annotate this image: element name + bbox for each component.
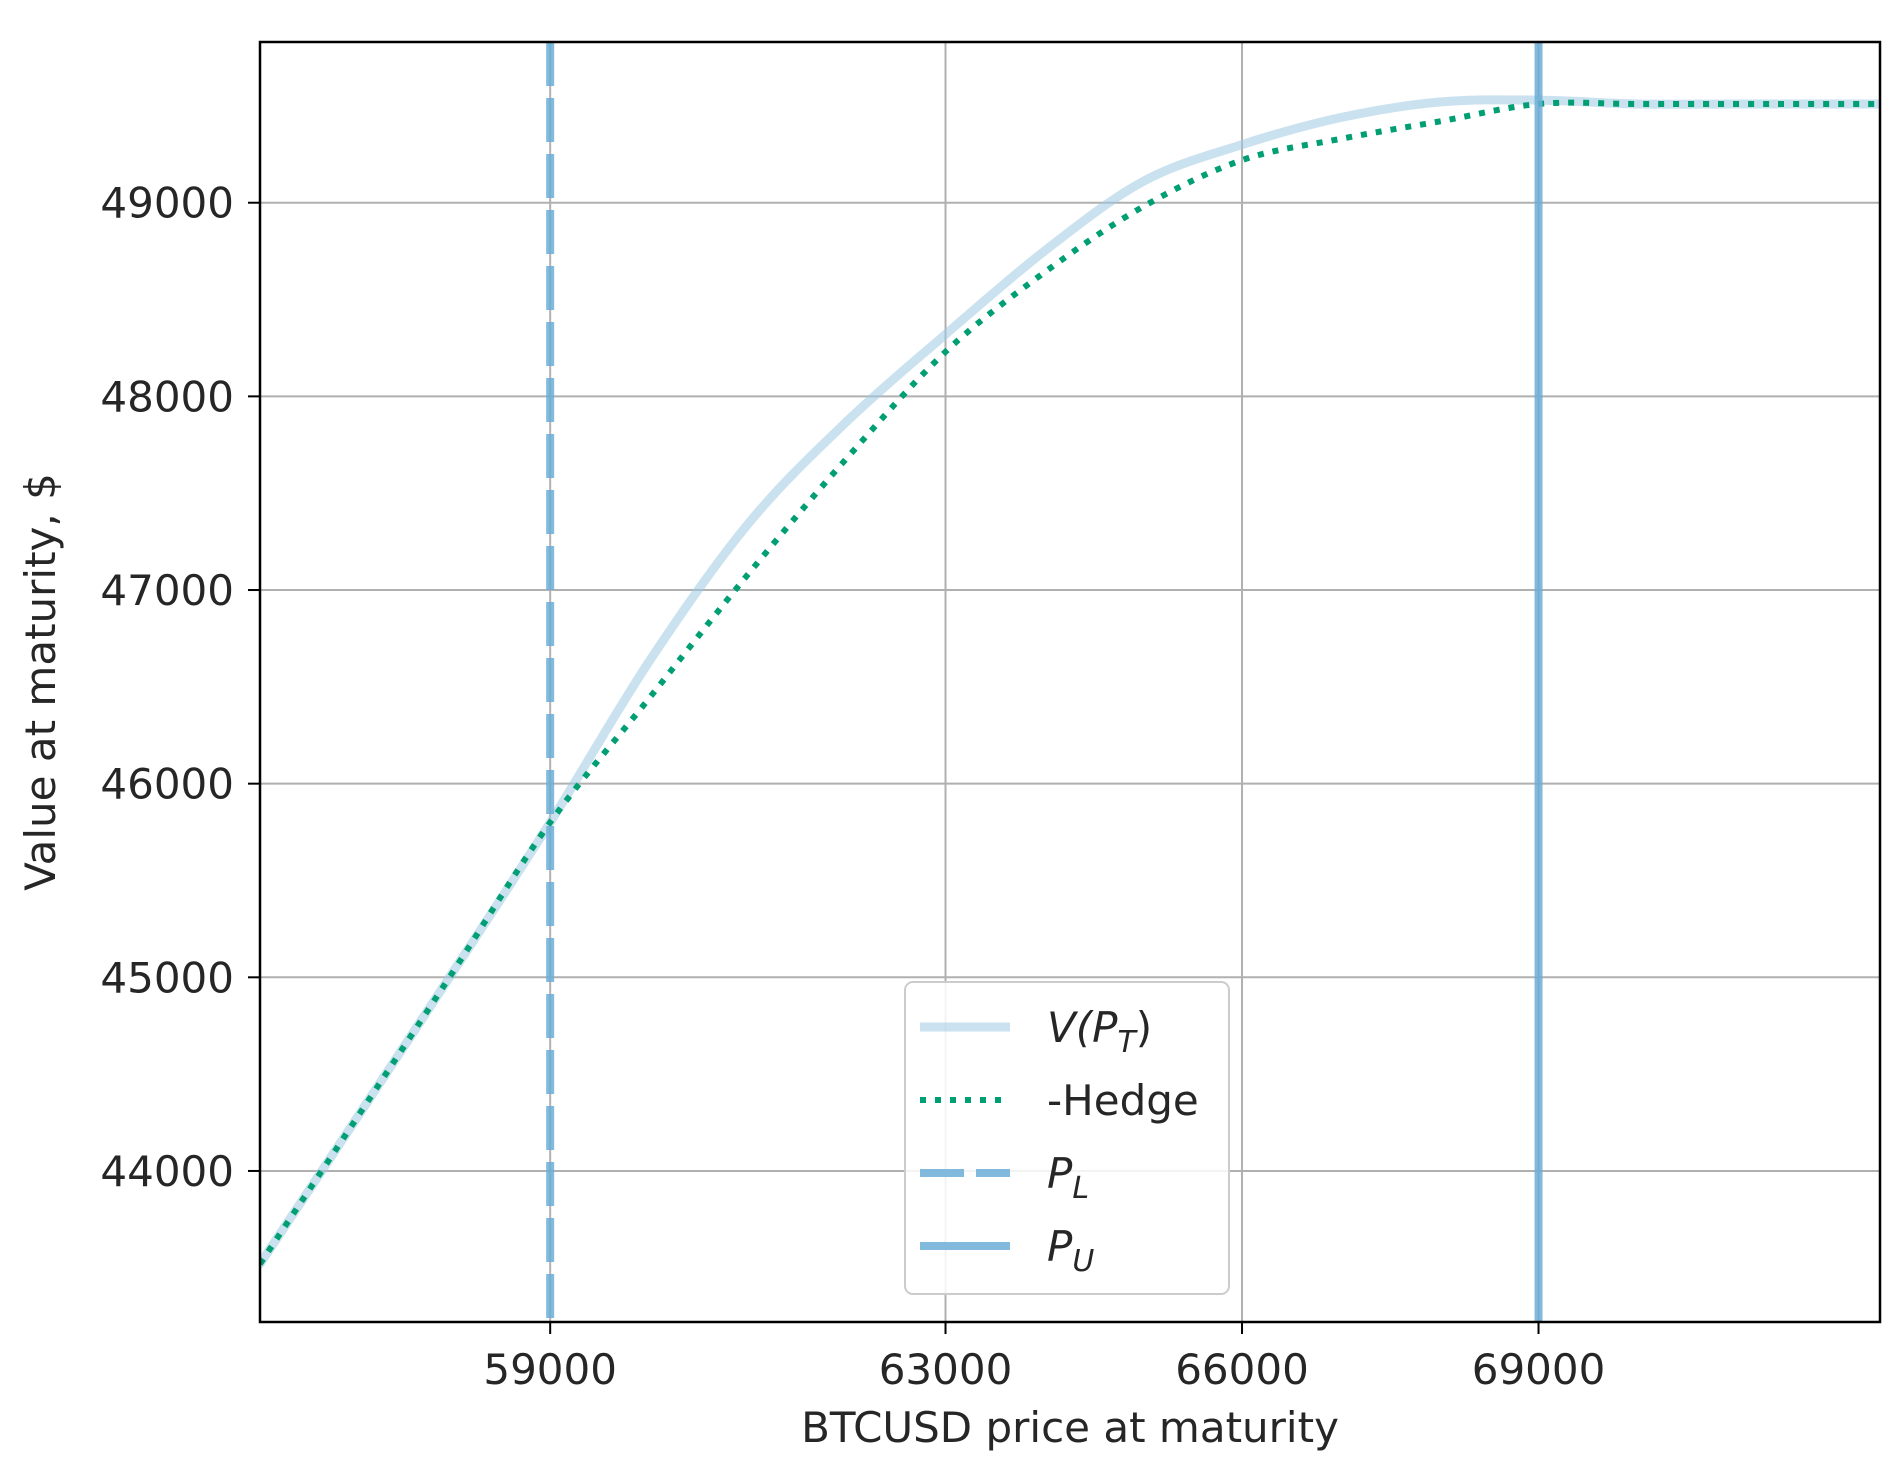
y-tick-label: 45000 [100,953,234,1002]
y-tick-label: 47000 [100,566,234,615]
grid [260,42,1880,1322]
x-tick-label: 63000 [879,1345,1013,1394]
legend-label: -Hedge [1047,1076,1199,1125]
y-tick-label: 48000 [100,372,234,421]
x-tick-label: 69000 [1472,1345,1606,1394]
vertical-markers [546,42,1543,1322]
y-tick-label: 44000 [100,1147,234,1196]
legend: V(PT) -Hedge PL PU [904,981,1230,1295]
plot-frame [258,40,1882,1324]
y-axis-title: Value at maturity, $ [16,473,65,891]
x-axis-ticks: 59000 63000 66000 69000 [483,1322,1605,1394]
legend-label: PU [1047,1222,1094,1279]
legend-label: PL [1047,1149,1089,1206]
x-axis-title: BTCUSD price at maturity [801,1403,1339,1452]
y-tick-label: 49000 [100,179,234,228]
x-tick-label: 66000 [1175,1345,1309,1394]
legend-box [904,981,1230,1295]
legend-label: V(PT) [1047,1003,1152,1060]
y-axis-ticks: 44000 45000 46000 47000 48000 49000 [100,179,260,1196]
y-tick-label: 46000 [100,760,234,809]
x-tick-label: 59000 [483,1345,617,1394]
